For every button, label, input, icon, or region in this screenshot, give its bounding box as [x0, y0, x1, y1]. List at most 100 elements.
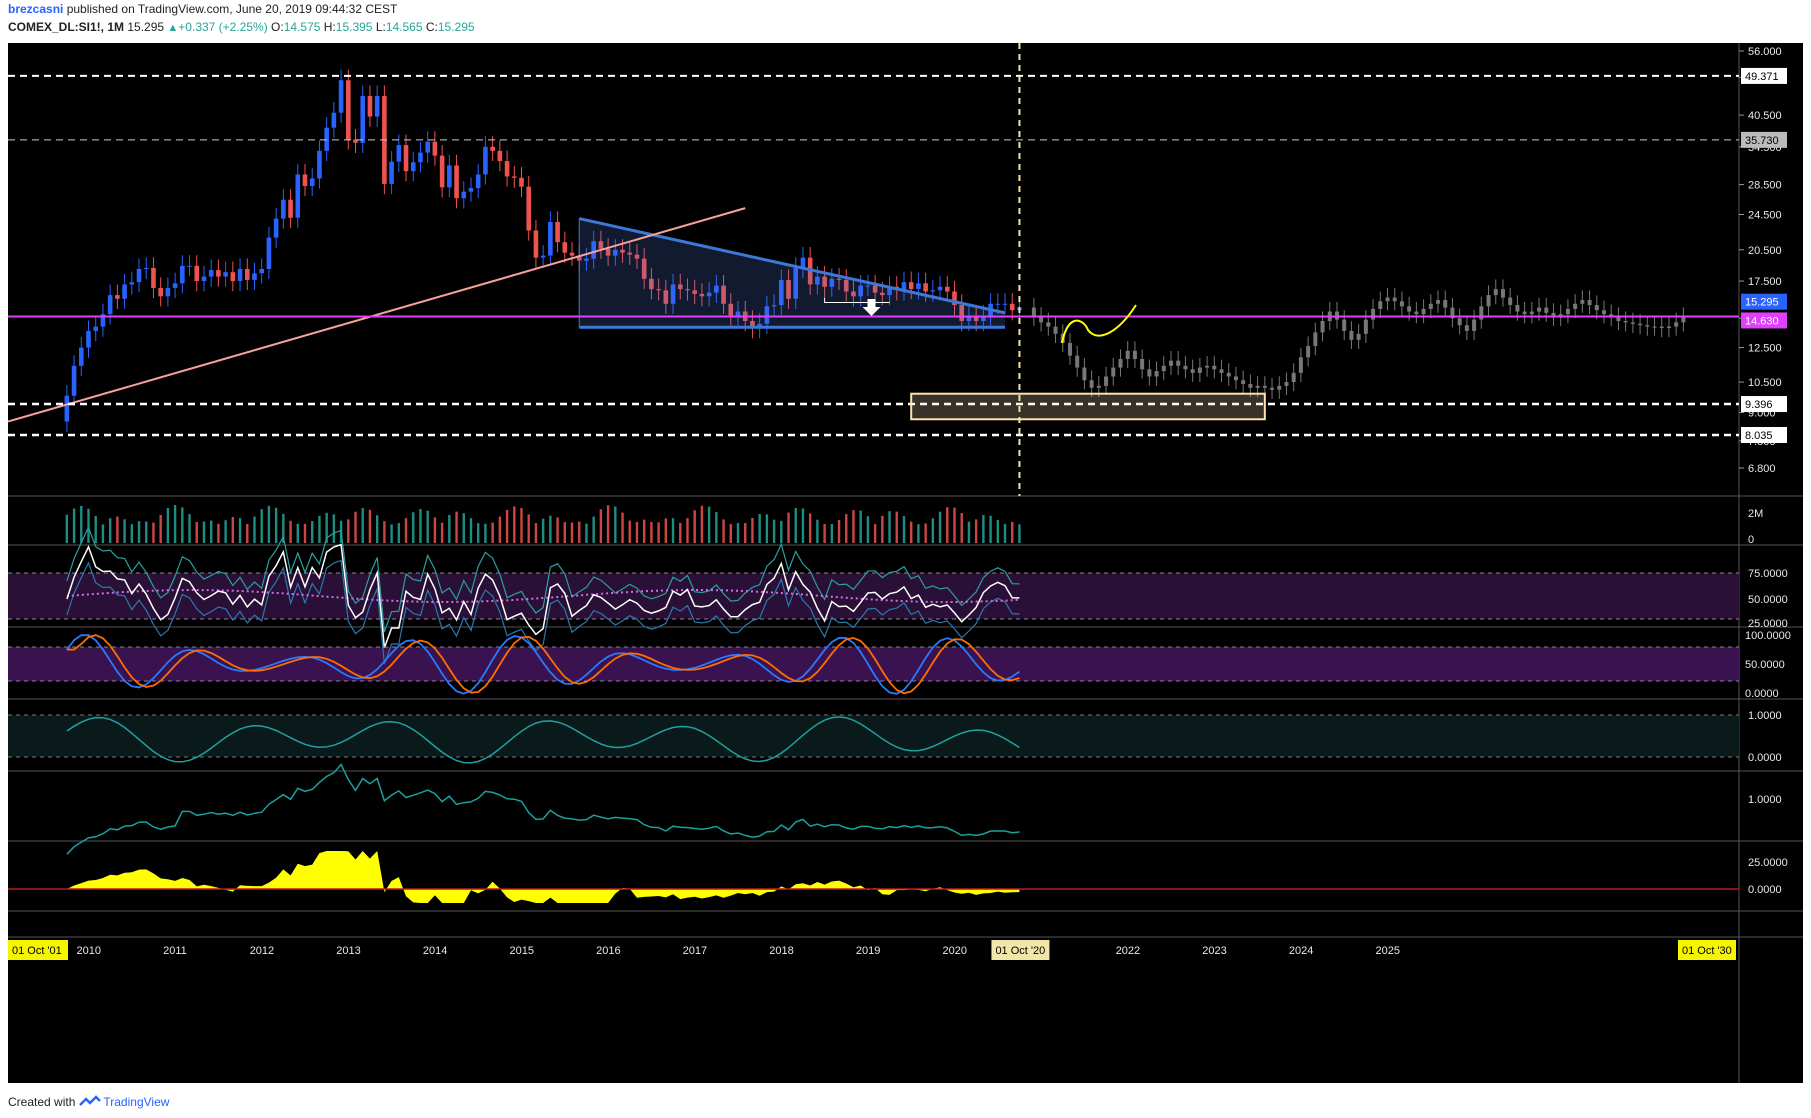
candle-body [944, 286, 950, 292]
symbol-name[interactable]: COMEX_DL:SI1!, 1M [8, 20, 125, 34]
candle-body [187, 265, 192, 267]
candle-body [504, 161, 510, 177]
candle-body [663, 290, 669, 304]
year-tick-label: 2019 [856, 945, 880, 957]
projection-body [1587, 300, 1592, 306]
candle-body [901, 282, 907, 291]
candle-body [511, 176, 517, 178]
volume-bar [693, 510, 696, 543]
price-tick-label: 28.500 [1748, 180, 1782, 192]
projection-body [1414, 311, 1419, 315]
volume-bar [181, 507, 184, 543]
tradingview-logo-icon [79, 1095, 102, 1106]
candle-body [410, 162, 416, 172]
author-link[interactable]: brezcasni [8, 2, 64, 16]
candle-body [172, 283, 178, 288]
candle-body [151, 267, 156, 288]
triangle-upper-line [578, 217, 1006, 315]
stoch-tick-label: 0.0000 [1745, 688, 1779, 700]
volume-bar [946, 507, 949, 543]
candle-body [555, 221, 560, 243]
projection-body [1645, 325, 1650, 327]
candle-body [194, 265, 200, 282]
candle-body [973, 316, 979, 321]
candle-body [288, 199, 293, 218]
volume-bar [578, 521, 581, 543]
volume-bar [801, 508, 805, 543]
candle-body [728, 303, 734, 316]
volume-bar [202, 521, 206, 543]
volume-bar [931, 518, 935, 543]
volume-pane: 2M 0 [65, 505, 1763, 546]
projection-body [1472, 319, 1477, 331]
oscillator-pane: 1.0000 0.0000 [8, 710, 1782, 764]
volume-bar [505, 509, 509, 543]
rsi-band [8, 573, 1739, 619]
volume-bar [895, 511, 898, 543]
stoch-band [8, 647, 1739, 681]
volume-bar [332, 514, 336, 543]
candle-body [641, 258, 647, 279]
projection-body [1262, 385, 1267, 388]
projection-body [1565, 308, 1570, 315]
volume-bar [72, 508, 76, 543]
momentum-pane: 25.0000 0.0000 [8, 851, 1788, 903]
price-change: +0.337 (+2.25%) [178, 20, 268, 34]
price-tick-label: 20.500 [1748, 245, 1782, 257]
volume-bar [173, 505, 177, 543]
price-axis-background [1739, 43, 1803, 1083]
price-tick-label: 10.500 [1748, 377, 1782, 389]
volume-bar [347, 519, 350, 543]
price-chart[interactable]: 2M 0 75.0000 50.0000 25.0000 100.0000 50.000… [8, 43, 1803, 1083]
volume-bar [303, 523, 307, 543]
projection-body [1241, 380, 1246, 384]
volume-bar [412, 512, 415, 543]
tradingview-link[interactable]: TradingView [103, 1095, 170, 1109]
projection-body [1630, 322, 1635, 324]
projection-body [1659, 326, 1664, 329]
volume-bar [772, 519, 776, 543]
price-tick-label: 56.000 [1748, 46, 1782, 58]
candle-body [981, 315, 986, 321]
projection-body [1580, 300, 1585, 304]
year-tick-label: 2015 [510, 945, 534, 957]
volume-bar [938, 511, 942, 543]
projection-body [1529, 311, 1534, 315]
stochastic-pane: 100.0000 50.0000 0.0000 [8, 630, 1791, 700]
volume-bar [87, 508, 90, 543]
volume-bar [325, 512, 328, 543]
projection-body [1313, 332, 1318, 347]
projection-body [1270, 387, 1275, 390]
projection-body [1638, 323, 1643, 326]
candle-body [461, 191, 467, 199]
candle-body [432, 141, 438, 156]
candle-body [526, 186, 532, 231]
volume-bar [433, 517, 437, 543]
volume-bar [722, 519, 725, 543]
down-arrow-icon [862, 299, 881, 316]
candle-body [295, 174, 301, 218]
volume-bar [606, 505, 610, 543]
volume-bar [65, 514, 69, 543]
volume-bar [527, 514, 530, 543]
high-label: H: [323, 20, 336, 34]
volume-bar [642, 519, 646, 543]
projection-body [1363, 319, 1368, 334]
volume-bar [917, 524, 920, 543]
candle-body [533, 230, 539, 258]
volume-bar [491, 522, 494, 543]
rsi-pane: 75.0000 50.0000 25.0000 [8, 525, 1788, 664]
price-axis: 56.00049.00040.50034.50028.50024.50020.5… [1739, 46, 1787, 475]
volume-bar [101, 524, 105, 543]
candle-body [107, 295, 113, 315]
candle-body [620, 249, 625, 253]
candle-body [309, 178, 315, 186]
year-tick-label: 2012 [250, 945, 274, 957]
candle-body [1002, 303, 1008, 305]
candle-body [122, 284, 127, 299]
projection-body [1169, 360, 1173, 366]
volume-bar [116, 516, 119, 543]
price-tick-label: 40.500 [1748, 110, 1782, 122]
projection-body [1421, 308, 1426, 315]
price-label-box [1741, 312, 1787, 329]
